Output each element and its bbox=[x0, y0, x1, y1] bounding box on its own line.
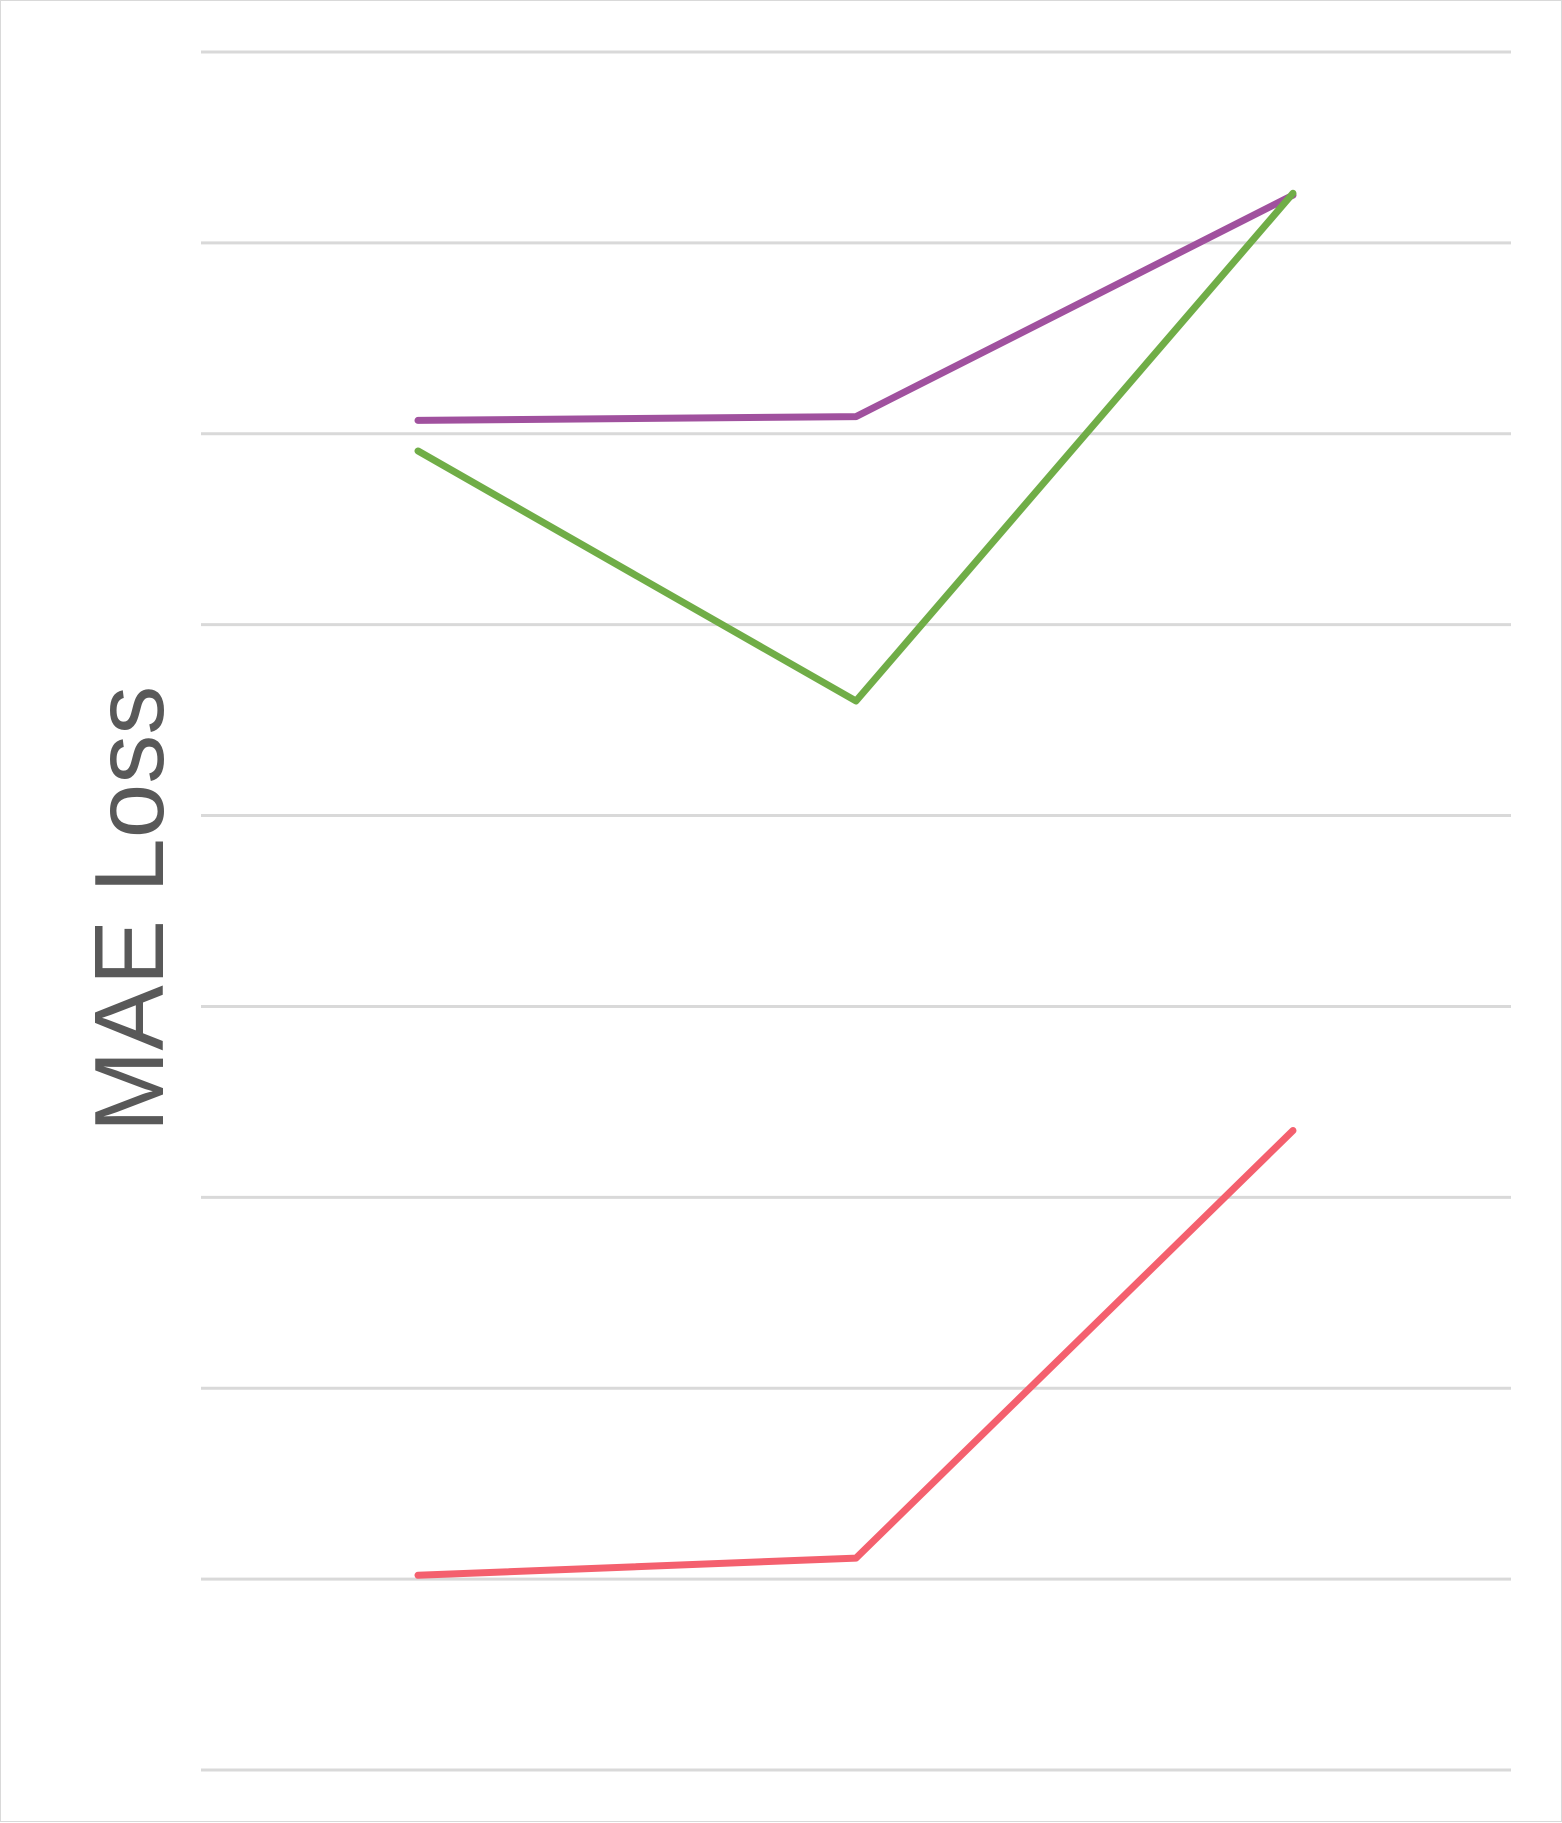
series-line-1 bbox=[414, 191, 1297, 424]
series-lines bbox=[414, 189, 1297, 1579]
series-line-2 bbox=[414, 189, 1297, 705]
series-line-3 bbox=[414, 1127, 1297, 1579]
y-axis-label: MAE Loss bbox=[74, 686, 184, 1133]
gridlines bbox=[201, 50, 1511, 1772]
